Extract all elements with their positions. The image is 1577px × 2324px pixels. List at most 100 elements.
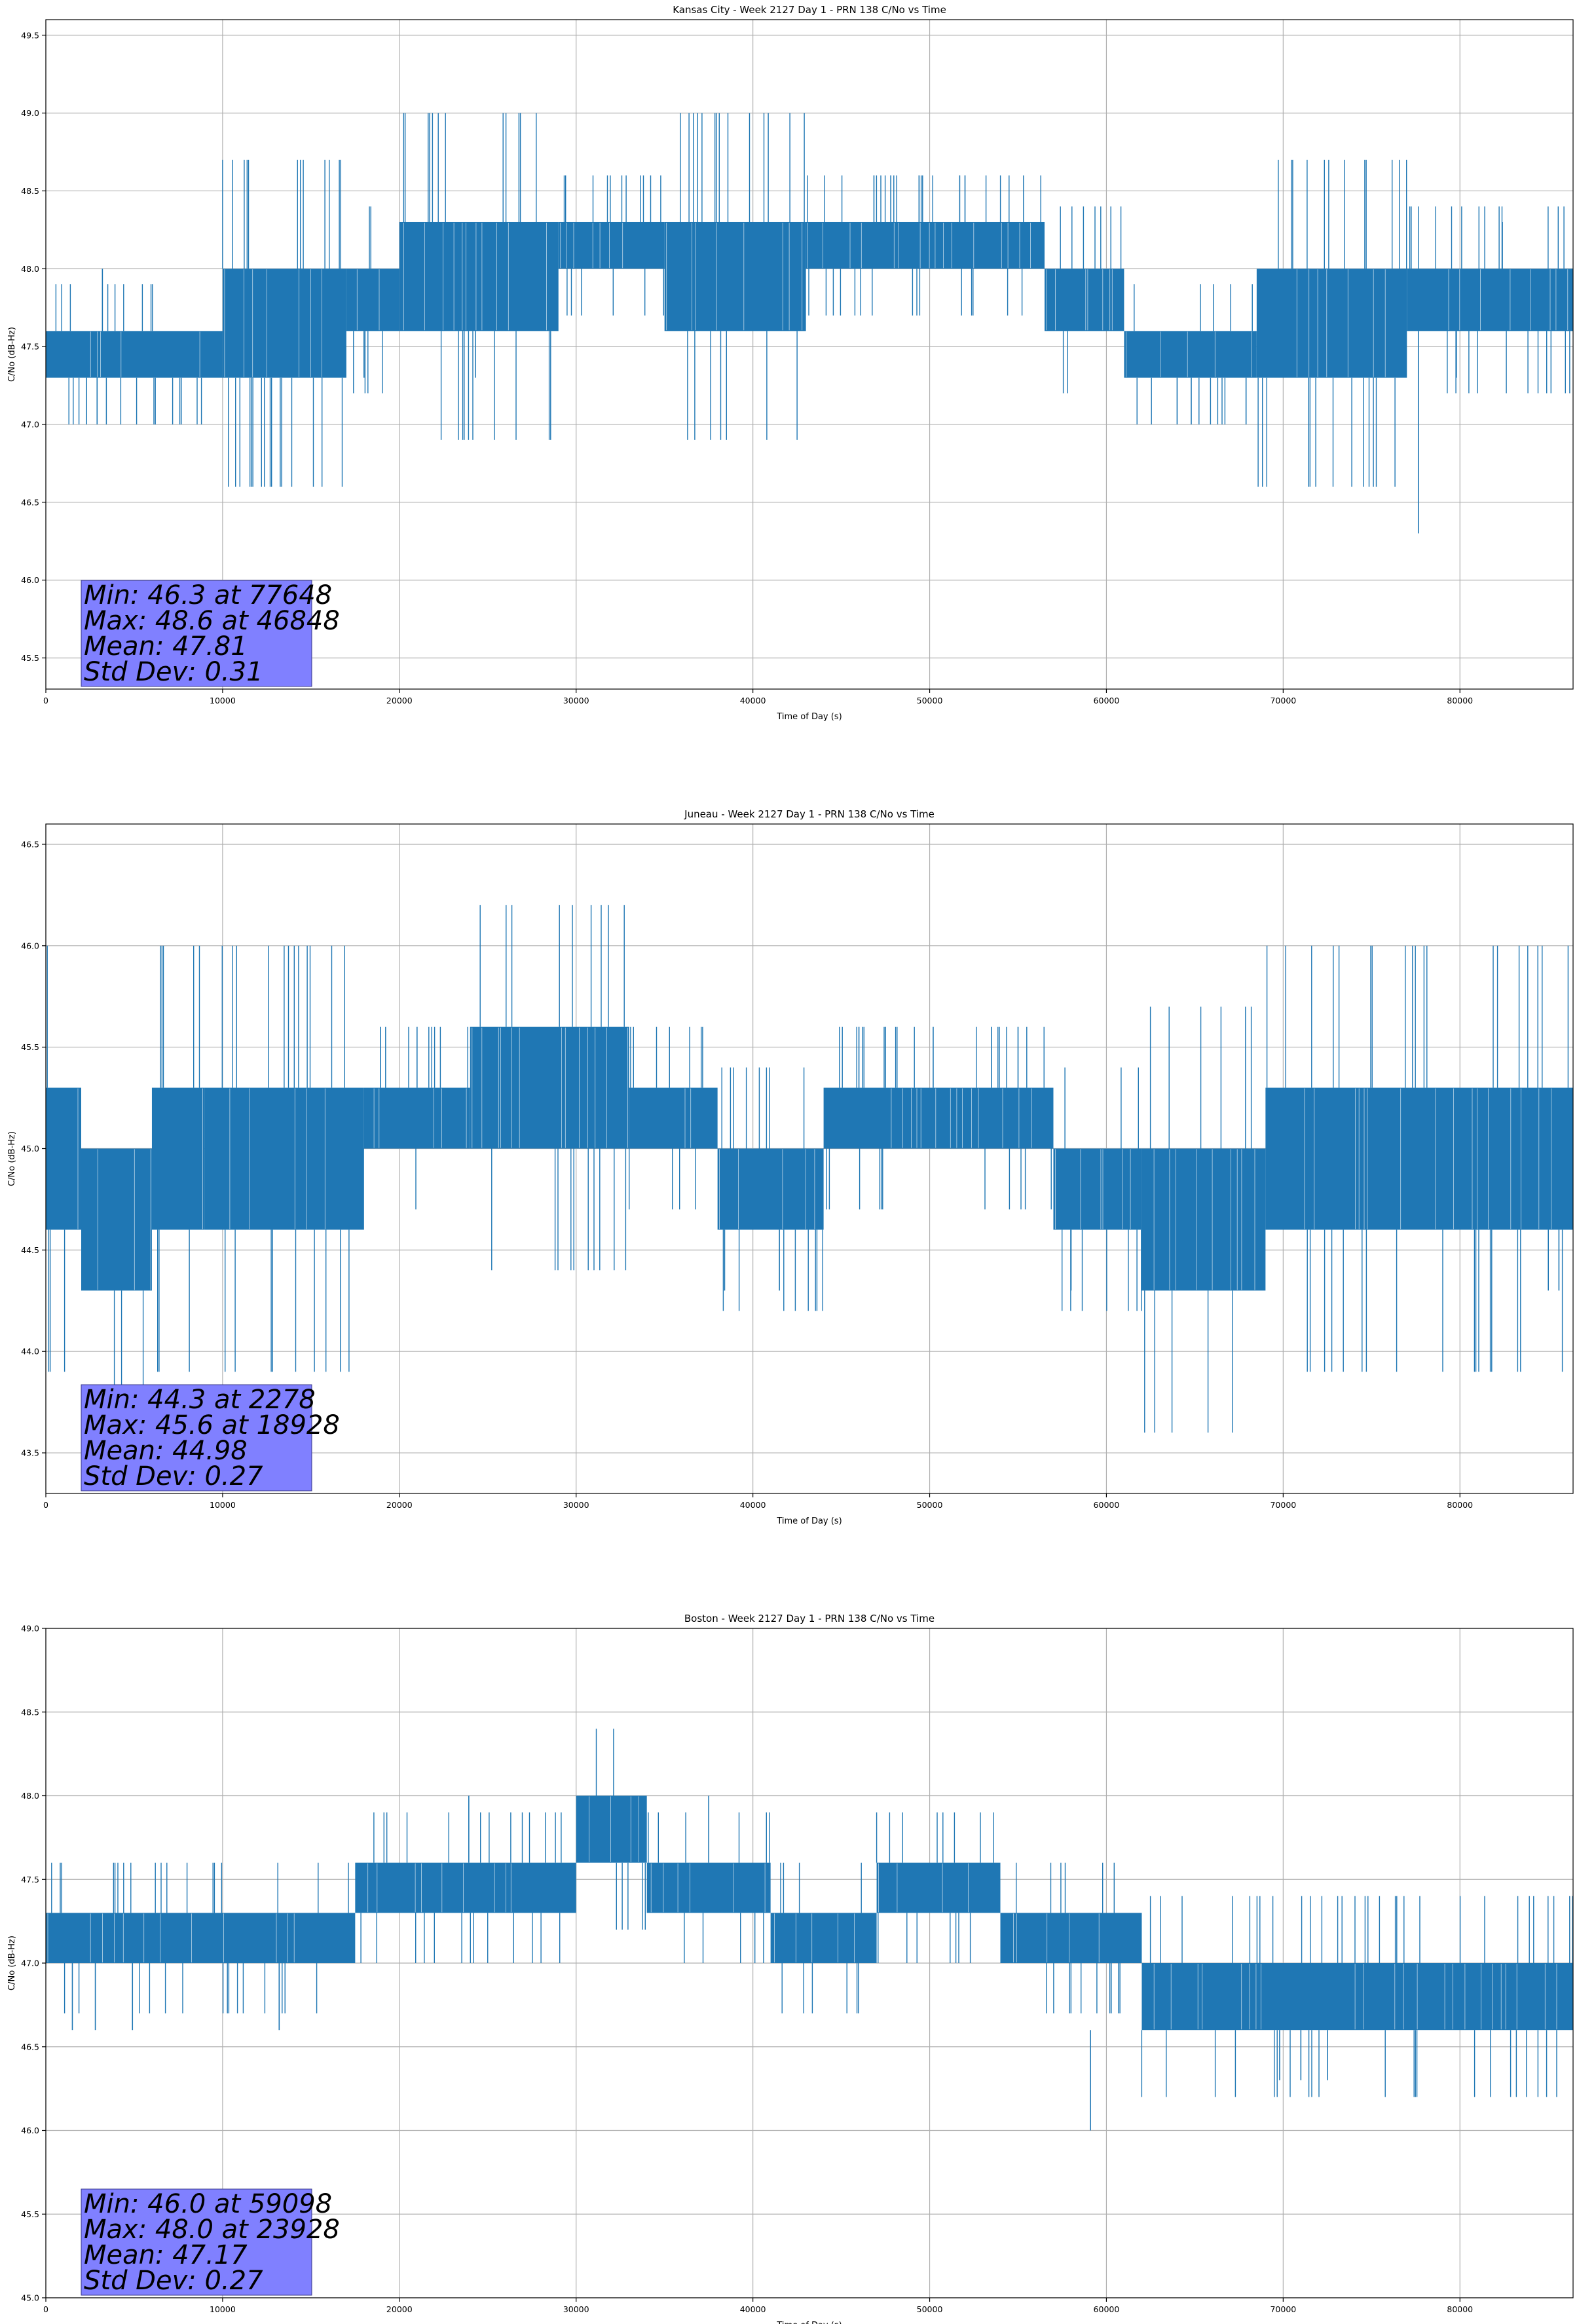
data-band	[1265, 1087, 1573, 1230]
plot-frame	[45, 1628, 1574, 2298]
y-tick-label: 46.5	[21, 839, 39, 849]
data-band-texture	[891, 1088, 1032, 1148]
data-series-1	[46, 1729, 1573, 2131]
y-tick-label: 45.5	[21, 1042, 39, 1052]
x-tick-label: 80000	[1447, 696, 1473, 705]
stats-line: Std Dev: 0.27	[84, 1461, 263, 1491]
data-band	[629, 1087, 718, 1149]
data-band	[46, 1087, 81, 1230]
data-band-texture	[1304, 1088, 1551, 1229]
data-band	[717, 1148, 824, 1230]
data-band	[46, 1913, 356, 1963]
x-tick-label: 30000	[563, 2304, 589, 2314]
y-tick-label: 45.5	[21, 653, 39, 663]
data-band-texture	[1448, 269, 1568, 331]
data-band-texture	[224, 269, 322, 377]
x-tick-label: 20000	[386, 2304, 413, 2314]
data-band-texture	[229, 1088, 325, 1229]
stats-box-background	[81, 1384, 312, 1491]
x-axis-label: Time of Day (s)	[776, 712, 842, 722]
x-tick-label: 0	[43, 696, 48, 705]
data-band-texture	[1046, 269, 1113, 331]
y-tick-label: 47.0	[21, 419, 39, 429]
y-tick-label: 49.0	[21, 108, 39, 118]
data-band	[576, 1795, 647, 1863]
data-band	[1044, 269, 1124, 331]
y-tick-label: 48.0	[21, 1791, 39, 1801]
data-band	[222, 269, 346, 378]
x-tick-label: 60000	[1094, 1500, 1120, 1510]
x-tick-label: 0	[43, 2304, 48, 2314]
data-band-texture	[367, 1863, 511, 1913]
data-band-texture	[472, 1027, 628, 1148]
y-axis-label: C/No (dB-Hz)	[7, 1131, 17, 1186]
y-tick-label: 45.0	[21, 1144, 39, 1153]
x-tick-label: 70000	[1270, 1500, 1296, 1510]
x-tick-label: 60000	[1094, 696, 1120, 705]
plot-frame	[45, 823, 1574, 1494]
data-band-texture	[589, 1796, 639, 1862]
stats-line: Max: 45.6 at 18928	[84, 1410, 340, 1440]
data-band	[806, 221, 1045, 269]
stats-line: Min: 44.3 at 2278	[84, 1385, 316, 1415]
data-band-texture	[807, 223, 1031, 269]
data-band-texture	[47, 1913, 295, 1962]
chart-title: Kansas City - Week 2127 Day 1 - PRN 138 …	[673, 4, 946, 16]
data-band	[770, 1913, 877, 1963]
stats-line: Min: 46.0 at 59098	[84, 2189, 332, 2219]
x-tick-label: 80000	[1447, 1500, 1473, 1510]
data-band	[664, 221, 806, 331]
y-tick-label: 47.5	[21, 342, 39, 352]
chart-title: Boston - Week 2127 Day 1 - PRN 138 C/No …	[684, 1613, 935, 1624]
data-band	[346, 269, 399, 331]
x-tick-label: 80000	[1447, 2304, 1473, 2314]
data-band	[1124, 331, 1257, 378]
stats-line: Max: 48.0 at 23928	[84, 2215, 340, 2245]
x-tick-label: 50000	[917, 2304, 943, 2314]
y-tick-label: 49.0	[21, 1624, 39, 1634]
x-tick-label: 10000	[210, 2304, 236, 2314]
x-tick-label: 0	[43, 1500, 48, 1510]
data-band-texture	[774, 1913, 855, 1962]
stats-line: Mean: 47.81	[84, 631, 248, 662]
x-tick-label: 20000	[386, 696, 413, 705]
data-band-texture	[719, 1149, 815, 1229]
data-band-texture	[560, 223, 623, 269]
data-band-texture	[684, 1088, 692, 1148]
data-band-texture	[1126, 331, 1252, 377]
y-tick-label: 47.5	[21, 1875, 39, 1884]
data-band	[646, 1862, 771, 1913]
data-band	[823, 1087, 1054, 1149]
data-band-texture	[356, 269, 380, 331]
data-band	[363, 1087, 470, 1149]
chart-panel-2: Juneau - Week 2127 Day 1 - PRN 138 C/No …	[7, 808, 1574, 1526]
x-tick-label: 40000	[740, 1500, 766, 1510]
data-band	[81, 1148, 152, 1291]
y-tick-label: 45.0	[21, 2293, 39, 2303]
stats-line: Max: 48.6 at 46848	[84, 606, 340, 636]
stats-line: Min: 46.3 at 77648	[84, 580, 332, 610]
x-tick-label: 60000	[1094, 2304, 1120, 2314]
data-band-texture	[1013, 1913, 1100, 1962]
y-tick-label: 46.5	[21, 2042, 39, 2052]
data-band-texture	[1296, 269, 1386, 377]
y-tick-label: 48.5	[21, 186, 39, 196]
data-noise	[113, 1290, 144, 1433]
x-tick-label: 70000	[1270, 696, 1296, 705]
data-band	[1141, 1148, 1266, 1291]
data-band	[1256, 269, 1407, 378]
y-tick-label: 45.5	[21, 2209, 39, 2219]
y-tick-label: 46.5	[21, 497, 39, 507]
data-band-texture	[1153, 1149, 1255, 1290]
data-band	[470, 1026, 629, 1149]
y-axis-label: C/No (dB-Hz)	[7, 1936, 17, 1991]
y-tick-label: 49.5	[21, 30, 39, 40]
y-tick-label: 43.5	[21, 1448, 39, 1458]
x-tick-label: 70000	[1270, 2304, 1296, 2314]
data-band	[1407, 269, 1573, 331]
data-band	[204, 1087, 364, 1230]
data-band	[151, 1087, 205, 1230]
